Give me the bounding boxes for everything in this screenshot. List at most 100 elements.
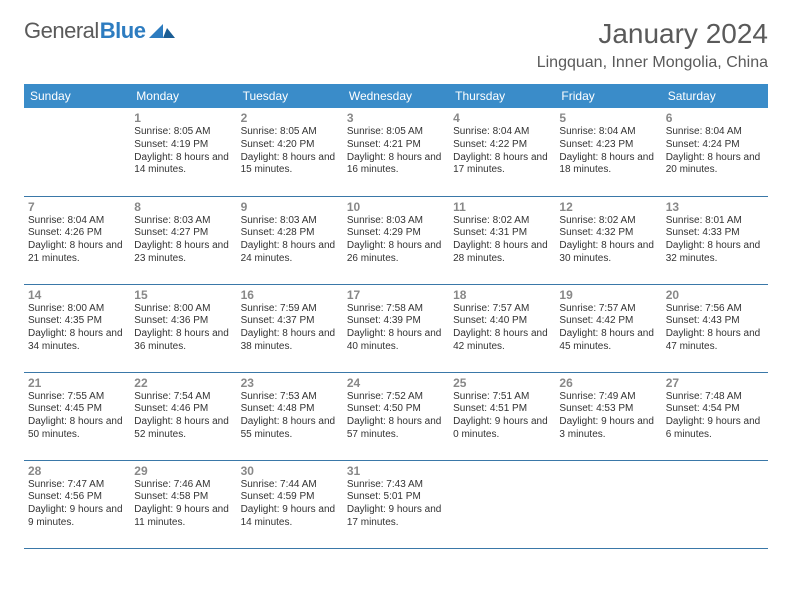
day-number: 4 <box>453 111 551 125</box>
sunset-text: Sunset: 4:29 PM <box>347 227 445 240</box>
calendar-head: Sunday Monday Tuesday Wednesday Thursday… <box>24 84 768 108</box>
sunset-text: Sunset: 4:43 PM <box>666 315 764 328</box>
calendar-cell: 18Sunrise: 7:57 AMSunset: 4:40 PMDayligh… <box>449 284 555 372</box>
calendar-table: Sunday Monday Tuesday Wednesday Thursday… <box>24 84 768 549</box>
cell-inner <box>662 461 768 467</box>
daylight-text: Daylight: 8 hours and 24 minutes. <box>241 240 339 266</box>
calendar-cell: 23Sunrise: 7:53 AMSunset: 4:48 PMDayligh… <box>237 372 343 460</box>
dayheader-tue: Tuesday <box>237 84 343 108</box>
sunrise-text: Sunrise: 8:02 AM <box>559 215 657 228</box>
sunrise-text: Sunrise: 8:04 AM <box>559 126 657 139</box>
sunrise-text: Sunrise: 8:04 AM <box>666 126 764 139</box>
sunset-text: Sunset: 5:01 PM <box>347 491 445 504</box>
day-number: 2 <box>241 111 339 125</box>
daylight-text: Daylight: 9 hours and 3 minutes. <box>559 416 657 442</box>
cell-inner: 16Sunrise: 7:59 AMSunset: 4:37 PMDayligh… <box>237 285 343 357</box>
title-block: January 2024 Lingquan, Inner Mongolia, C… <box>537 18 768 72</box>
sunset-text: Sunset: 4:31 PM <box>453 227 551 240</box>
daylight-text: Daylight: 8 hours and 42 minutes. <box>453 328 551 354</box>
calendar-cell: 6Sunrise: 8:04 AMSunset: 4:24 PMDaylight… <box>662 108 768 196</box>
page: GeneralBlue January 2024 Lingquan, Inner… <box>0 0 792 573</box>
calendar-body: 1Sunrise: 8:05 AMSunset: 4:19 PMDaylight… <box>24 108 768 548</box>
calendar-cell: 19Sunrise: 7:57 AMSunset: 4:42 PMDayligh… <box>555 284 661 372</box>
cell-inner: 12Sunrise: 8:02 AMSunset: 4:32 PMDayligh… <box>555 197 661 269</box>
calendar-cell <box>449 460 555 548</box>
day-number: 8 <box>134 200 232 214</box>
sunset-text: Sunset: 4:42 PM <box>559 315 657 328</box>
calendar-cell: 20Sunrise: 7:56 AMSunset: 4:43 PMDayligh… <box>662 284 768 372</box>
calendar-cell: 8Sunrise: 8:03 AMSunset: 4:27 PMDaylight… <box>130 196 236 284</box>
cell-inner: 5Sunrise: 8:04 AMSunset: 4:23 PMDaylight… <box>555 108 661 180</box>
cell-inner: 13Sunrise: 8:01 AMSunset: 4:33 PMDayligh… <box>662 197 768 269</box>
sunset-text: Sunset: 4:28 PM <box>241 227 339 240</box>
cell-inner: 1Sunrise: 8:05 AMSunset: 4:19 PMDaylight… <box>130 108 236 180</box>
cell-inner: 22Sunrise: 7:54 AMSunset: 4:46 PMDayligh… <box>130 373 236 445</box>
daylight-text: Daylight: 8 hours and 17 minutes. <box>453 152 551 178</box>
cell-inner: 6Sunrise: 8:04 AMSunset: 4:24 PMDaylight… <box>662 108 768 180</box>
cell-inner: 15Sunrise: 8:00 AMSunset: 4:36 PMDayligh… <box>130 285 236 357</box>
sunrise-text: Sunrise: 7:57 AM <box>453 303 551 316</box>
daylight-text: Daylight: 8 hours and 21 minutes. <box>28 240 126 266</box>
sunset-text: Sunset: 4:32 PM <box>559 227 657 240</box>
calendar-row: 28Sunrise: 7:47 AMSunset: 4:56 PMDayligh… <box>24 460 768 548</box>
dayheader-sat: Saturday <box>662 84 768 108</box>
daylight-text: Daylight: 8 hours and 32 minutes. <box>666 240 764 266</box>
logo-mark-icon <box>149 20 175 43</box>
cell-inner: 23Sunrise: 7:53 AMSunset: 4:48 PMDayligh… <box>237 373 343 445</box>
sunrise-text: Sunrise: 7:54 AM <box>134 391 232 404</box>
calendar-cell: 25Sunrise: 7:51 AMSunset: 4:51 PMDayligh… <box>449 372 555 460</box>
sunrise-text: Sunrise: 8:04 AM <box>453 126 551 139</box>
day-number: 3 <box>347 111 445 125</box>
daylight-text: Daylight: 8 hours and 34 minutes. <box>28 328 126 354</box>
day-number: 10 <box>347 200 445 214</box>
daylight-text: Daylight: 8 hours and 50 minutes. <box>28 416 126 442</box>
calendar-cell: 26Sunrise: 7:49 AMSunset: 4:53 PMDayligh… <box>555 372 661 460</box>
sunset-text: Sunset: 4:53 PM <box>559 403 657 416</box>
cell-inner: 24Sunrise: 7:52 AMSunset: 4:50 PMDayligh… <box>343 373 449 445</box>
sunrise-text: Sunrise: 7:49 AM <box>559 391 657 404</box>
calendar-cell: 3Sunrise: 8:05 AMSunset: 4:21 PMDaylight… <box>343 108 449 196</box>
daylight-text: Daylight: 8 hours and 15 minutes. <box>241 152 339 178</box>
day-number: 29 <box>134 464 232 478</box>
day-number: 31 <box>347 464 445 478</box>
day-number: 14 <box>28 288 126 302</box>
calendar-cell: 5Sunrise: 8:04 AMSunset: 4:23 PMDaylight… <box>555 108 661 196</box>
cell-inner: 7Sunrise: 8:04 AMSunset: 4:26 PMDaylight… <box>24 197 130 269</box>
sunrise-text: Sunrise: 8:00 AM <box>134 303 232 316</box>
sunrise-text: Sunrise: 8:05 AM <box>347 126 445 139</box>
sunset-text: Sunset: 4:33 PM <box>666 227 764 240</box>
sunset-text: Sunset: 4:27 PM <box>134 227 232 240</box>
header: GeneralBlue January 2024 Lingquan, Inner… <box>24 18 768 72</box>
calendar-cell: 10Sunrise: 8:03 AMSunset: 4:29 PMDayligh… <box>343 196 449 284</box>
daylight-text: Daylight: 9 hours and 11 minutes. <box>134 504 232 530</box>
sunrise-text: Sunrise: 7:53 AM <box>241 391 339 404</box>
sunset-text: Sunset: 4:40 PM <box>453 315 551 328</box>
cell-inner: 3Sunrise: 8:05 AMSunset: 4:21 PMDaylight… <box>343 108 449 180</box>
calendar-cell: 9Sunrise: 8:03 AMSunset: 4:28 PMDaylight… <box>237 196 343 284</box>
cell-inner: 17Sunrise: 7:58 AMSunset: 4:39 PMDayligh… <box>343 285 449 357</box>
daylight-text: Daylight: 8 hours and 55 minutes. <box>241 416 339 442</box>
cell-inner <box>24 108 130 114</box>
day-number: 18 <box>453 288 551 302</box>
daylight-text: Daylight: 8 hours and 20 minutes. <box>666 152 764 178</box>
sunrise-text: Sunrise: 7:52 AM <box>347 391 445 404</box>
day-number: 26 <box>559 376 657 390</box>
daylight-text: Daylight: 8 hours and 30 minutes. <box>559 240 657 266</box>
month-title: January 2024 <box>537 18 768 50</box>
day-number: 13 <box>666 200 764 214</box>
calendar-cell: 22Sunrise: 7:54 AMSunset: 4:46 PMDayligh… <box>130 372 236 460</box>
calendar-cell: 4Sunrise: 8:04 AMSunset: 4:22 PMDaylight… <box>449 108 555 196</box>
cell-inner: 19Sunrise: 7:57 AMSunset: 4:42 PMDayligh… <box>555 285 661 357</box>
cell-inner: 14Sunrise: 8:00 AMSunset: 4:35 PMDayligh… <box>24 285 130 357</box>
day-number: 6 <box>666 111 764 125</box>
day-number: 9 <box>241 200 339 214</box>
sunset-text: Sunset: 4:39 PM <box>347 315 445 328</box>
day-number: 24 <box>347 376 445 390</box>
day-number: 5 <box>559 111 657 125</box>
daylight-text: Daylight: 8 hours and 36 minutes. <box>134 328 232 354</box>
daylight-text: Daylight: 8 hours and 47 minutes. <box>666 328 764 354</box>
sunset-text: Sunset: 4:19 PM <box>134 139 232 152</box>
cell-inner <box>449 461 555 467</box>
cell-inner: 21Sunrise: 7:55 AMSunset: 4:45 PMDayligh… <box>24 373 130 445</box>
day-number: 30 <box>241 464 339 478</box>
